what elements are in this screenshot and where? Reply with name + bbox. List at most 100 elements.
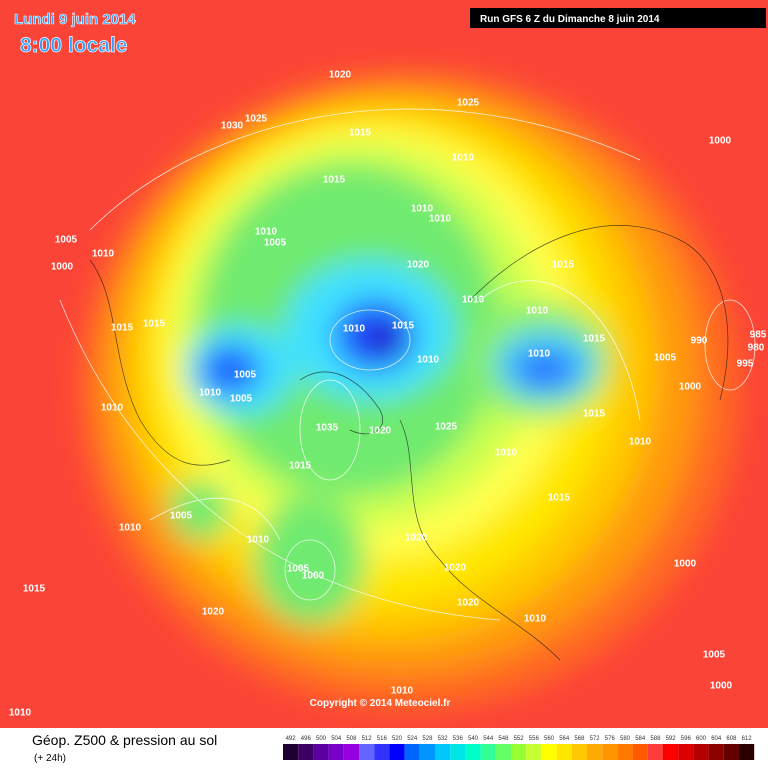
- legend-label: 504: [331, 736, 342, 742]
- pressure-labels: 1020102510301025101510101000101510101010…: [9, 70, 767, 719]
- legend-swatch: [541, 744, 557, 760]
- pressure-label: 1010: [429, 214, 452, 225]
- legend-label: 600: [696, 736, 707, 742]
- legend-label: 580: [620, 736, 631, 742]
- legend-swatch: [480, 744, 496, 760]
- pressure-label: 1005: [234, 370, 257, 381]
- legend-label: 508: [346, 736, 357, 742]
- pressure-label: 1020: [444, 563, 467, 574]
- legend-swatch: [465, 744, 481, 760]
- pressure-label: 1020: [329, 70, 352, 81]
- pressure-label: 1010: [9, 708, 32, 719]
- pressure-label: 1010: [629, 437, 652, 448]
- legend-label: 540: [468, 736, 479, 742]
- legend-label: 520: [392, 736, 403, 742]
- legend-swatch: [526, 744, 542, 760]
- legend-swatch: [511, 744, 527, 760]
- legend-label: 528: [422, 736, 433, 742]
- pressure-label: 985: [750, 330, 767, 341]
- pressure-label: 1015: [289, 461, 312, 472]
- legend-swatch: [571, 744, 587, 760]
- legend: 492 496 500 504 508 512 516 520 524 528 532 536 540 5…: [283, 736, 755, 760]
- pressure-label: 990: [691, 336, 708, 347]
- pressure-label: 1020: [202, 607, 225, 618]
- legend-label: 532: [438, 736, 449, 742]
- legend-swatch: [404, 744, 420, 760]
- legend-swatch: [587, 744, 603, 760]
- pressure-label: 1015: [23, 584, 46, 595]
- run-info: Run GFS 6 Z du Dimanche 8 juin 2014: [480, 14, 660, 25]
- pressure-label: 1000: [51, 262, 74, 273]
- pressure-label: 1005: [654, 353, 677, 364]
- caption: Géop. Z500 & pression au sol: [32, 732, 217, 748]
- pressure-label: 1015: [392, 321, 415, 332]
- legend-swatch: [419, 744, 435, 760]
- pressure-label: 1010: [92, 249, 115, 260]
- legend-swatch: [359, 744, 375, 760]
- pressure-label: 1010: [524, 614, 547, 625]
- pressure-label: 980: [748, 343, 765, 354]
- legend-swatch: [723, 744, 739, 760]
- legend-label: 556: [529, 736, 540, 742]
- pressure-label: 1025: [435, 422, 458, 433]
- legend-swatch: [389, 744, 405, 760]
- legend-label: 576: [605, 736, 616, 742]
- pressure-label: 1015: [143, 319, 166, 330]
- pressure-label: 1010: [391, 686, 414, 697]
- legend-swatch: [708, 744, 724, 760]
- legend-label: 584: [635, 736, 646, 742]
- legend-label: 608: [726, 736, 737, 742]
- legend-label: 492: [286, 736, 297, 742]
- legend-swatch: [663, 744, 679, 760]
- legend-label: 552: [514, 736, 525, 742]
- legend-label: 592: [666, 736, 677, 742]
- pressure-label: 1010: [101, 403, 124, 414]
- pressure-label: 1005: [264, 238, 287, 249]
- pressure-label: 1025: [457, 98, 480, 109]
- legend-label: 596: [681, 736, 692, 742]
- legend-label: 536: [453, 736, 464, 742]
- legend-label: 524: [407, 736, 418, 742]
- pressure-label: 1010: [452, 153, 475, 164]
- legend-swatch: [343, 744, 359, 760]
- legend-swatch: [556, 744, 572, 760]
- pressure-label: 1020: [405, 533, 428, 544]
- legend-swatch: [283, 744, 299, 760]
- pressure-label: 1020: [457, 598, 480, 609]
- pressure-label: 1000: [302, 571, 325, 582]
- pressure-label: 1015: [111, 323, 134, 334]
- pressure-label: 1025: [245, 114, 268, 125]
- legend-swatch: [374, 744, 390, 760]
- pressure-label: 1020: [407, 260, 430, 271]
- pressure-label: 1010: [417, 355, 440, 366]
- legend-label: 588: [650, 736, 661, 742]
- legend-swatch: [678, 744, 694, 760]
- pressure-label: 1015: [583, 334, 606, 345]
- pressure-label: 1000: [710, 681, 733, 692]
- pressure-label: 1015: [349, 128, 372, 139]
- pressure-label: 1000: [674, 559, 697, 570]
- pressure-label: 1010: [495, 448, 518, 459]
- legend-swatch: [313, 744, 329, 760]
- copyright: Copyright © 2014 Meteociel.fr: [310, 698, 451, 709]
- legend-swatch: [298, 744, 314, 760]
- legend-swatch: [495, 744, 511, 760]
- pressure-label: 1010: [528, 349, 551, 360]
- pressure-label: 1015: [583, 409, 606, 420]
- legend-swatch: [693, 744, 709, 760]
- pressure-label: 1005: [55, 235, 78, 246]
- pressure-label: 1010: [247, 535, 270, 546]
- legend-label: 512: [362, 736, 373, 742]
- pressure-label: 1005: [230, 394, 253, 405]
- forecast-time: 8:00 locale: [20, 34, 127, 57]
- pressure-label: 1010: [199, 388, 222, 399]
- legend-swatch: [602, 744, 618, 760]
- forecast-date: Lundi 9 juin 2014: [14, 11, 136, 28]
- legend-swatch: [328, 744, 344, 760]
- legend-label: 568: [574, 736, 585, 742]
- legend-swatch: [450, 744, 466, 760]
- legend-label: 548: [498, 736, 509, 742]
- pressure-label: 1015: [323, 175, 346, 186]
- pressure-label: 1010: [119, 523, 142, 534]
